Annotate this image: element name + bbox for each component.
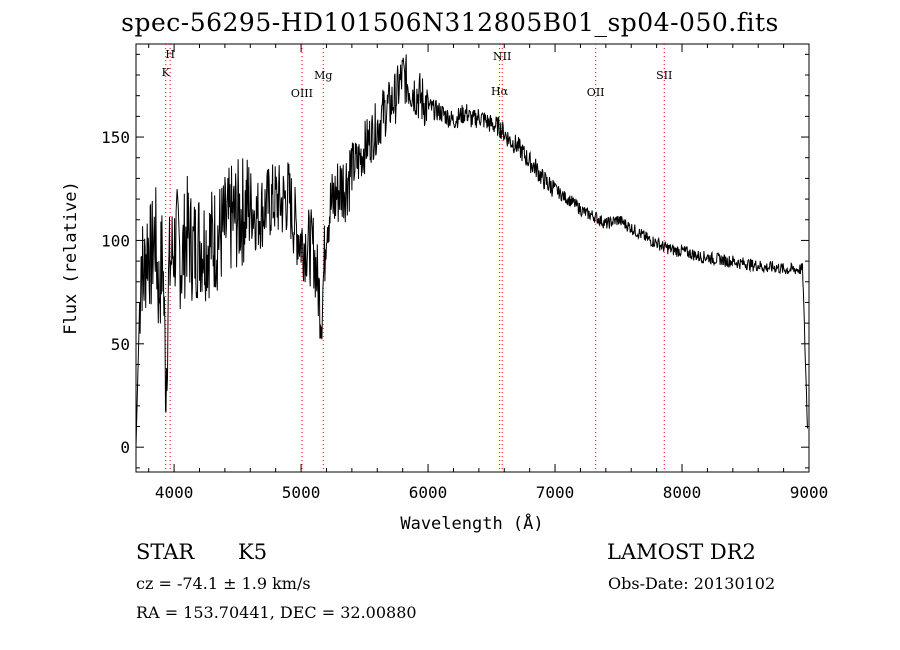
line-marker-label: OIII bbox=[291, 87, 313, 100]
x-tick-label: 9000 bbox=[790, 483, 829, 502]
line-marker-label: Hα bbox=[491, 85, 509, 98]
y-axis-label: Flux (relative) bbox=[61, 181, 81, 335]
line-marker-label: K bbox=[162, 66, 171, 79]
object-class: STAR bbox=[136, 540, 195, 564]
plot-frame bbox=[135, 43, 810, 473]
line-marker-label: OII bbox=[587, 86, 605, 99]
x-axis-label: Wavelength (Å) bbox=[400, 512, 543, 534]
observation-date: Obs-Date: 20130102 bbox=[608, 574, 776, 593]
y-tick-label: 0 bbox=[120, 438, 130, 457]
x-tick-label: 8000 bbox=[663, 483, 702, 502]
object-subclass: K5 bbox=[238, 540, 268, 564]
redshift-readout: cz = -74.1 ± 1.9 km/s bbox=[136, 574, 311, 593]
y-tick-label: 150 bbox=[101, 128, 130, 147]
line-marker-label: H bbox=[165, 48, 175, 61]
x-tick-label: 5000 bbox=[282, 483, 321, 502]
line-marker-label: NII bbox=[493, 50, 511, 63]
line-marker-label: SII bbox=[656, 69, 672, 82]
survey-name: LAMOST DR2 bbox=[607, 540, 756, 564]
y-axis-ticks: 0 50 100 150 bbox=[101, 53, 809, 469]
y-tick-label: 100 bbox=[101, 231, 130, 250]
coordinates-readout: RA = 153.70441, DEC = 32.00880 bbox=[136, 603, 417, 622]
x-tick-label: 7000 bbox=[536, 483, 575, 502]
y-tick-label: 50 bbox=[111, 335, 130, 354]
spectrum-line bbox=[135, 54, 808, 448]
chart-title: spec-56295-HD101506N312805B01_sp04-050.f… bbox=[121, 8, 779, 37]
x-tick-label: 4000 bbox=[155, 483, 194, 502]
x-tick-label: 6000 bbox=[409, 483, 448, 502]
x-axis-ticks: 4000 5000 6000 7000 8000 9000 bbox=[148, 44, 829, 502]
line-marker-label: Mg bbox=[314, 69, 332, 82]
